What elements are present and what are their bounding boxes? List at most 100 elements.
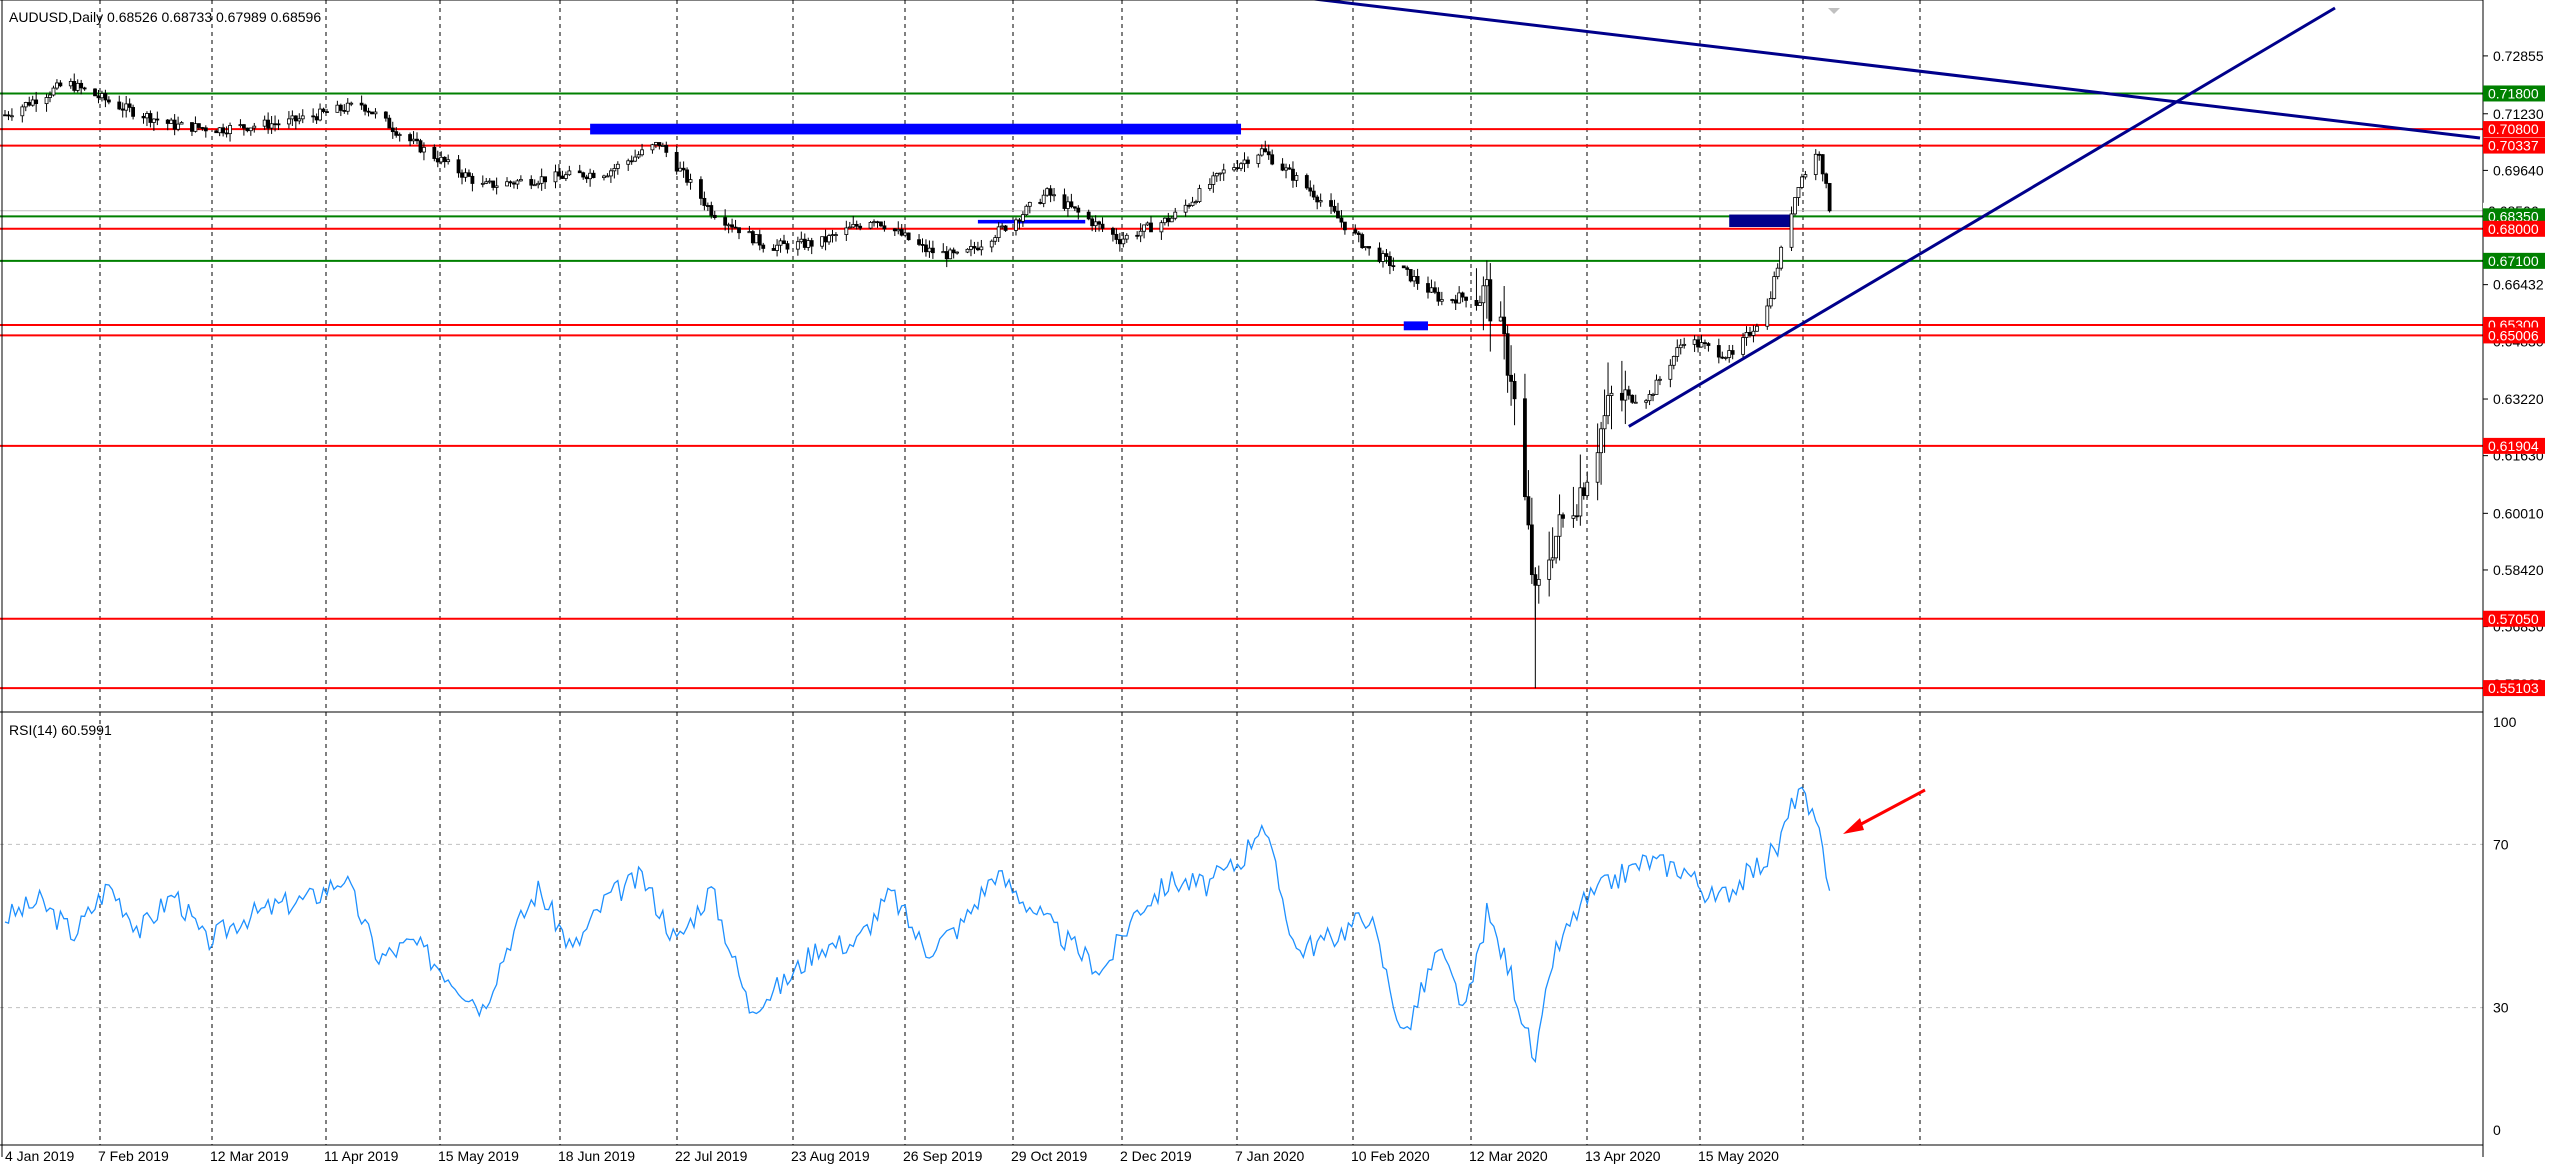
candle-body <box>1478 302 1482 306</box>
candle-body <box>432 146 437 159</box>
candle-body <box>276 123 281 126</box>
candle-body <box>584 176 589 180</box>
candle-body <box>955 251 960 254</box>
zone-rectangle[interactable] <box>590 123 1242 135</box>
candle-body <box>892 228 897 232</box>
candle-body <box>1464 296 1468 301</box>
candle-body <box>293 115 298 122</box>
candle-body <box>1526 496 1531 526</box>
candle-body <box>1630 394 1635 403</box>
candle-body <box>608 170 613 177</box>
candle-body <box>1498 316 1503 322</box>
candle-body <box>1311 190 1316 198</box>
candle-body <box>1619 392 1624 401</box>
candle-body <box>702 197 707 206</box>
candle-body <box>823 236 828 243</box>
candle-body <box>685 169 689 183</box>
candle-body <box>505 181 509 187</box>
candle-body <box>879 221 883 227</box>
zone-rectangle[interactable] <box>1729 214 1792 228</box>
candle-body <box>75 82 80 91</box>
candle-body <box>1142 224 1146 232</box>
rsi-ytick-label: 70 <box>2493 836 2509 852</box>
candle-body <box>1716 345 1721 358</box>
candle-body <box>1367 246 1372 249</box>
candle-body <box>1595 452 1600 483</box>
zone-rectangle[interactable] <box>977 219 1086 224</box>
price-ytick-label: 0.63220 <box>2493 391 2544 407</box>
candle-body <box>941 251 946 254</box>
candle-body <box>325 111 329 113</box>
candle-body <box>1748 332 1752 336</box>
candle-body <box>1124 234 1129 240</box>
rsi-header: RSI(14) 60.5991 <box>9 722 112 738</box>
candle-body <box>785 243 790 250</box>
candle-body <box>1474 299 1479 306</box>
candle-body <box>1744 332 1749 338</box>
candle-body <box>733 226 738 229</box>
zone-rectangle[interactable] <box>1403 321 1428 331</box>
level-label-box <box>2483 220 2545 237</box>
candle-body <box>484 181 489 184</box>
candle-body <box>996 226 1001 239</box>
candle-body <box>1678 344 1683 349</box>
candle-body <box>1388 256 1392 267</box>
candle-body <box>1287 167 1292 170</box>
candle-body <box>127 103 132 108</box>
candle-body <box>626 160 631 165</box>
candle-body <box>131 107 136 117</box>
candle-body <box>55 82 59 89</box>
candle-body <box>366 110 371 113</box>
candle-body <box>633 156 638 162</box>
candle-body <box>1381 253 1385 262</box>
candle-body <box>512 182 516 185</box>
candle-body <box>1232 167 1237 171</box>
candle-body <box>228 125 232 135</box>
x-tick-label: 10 Feb 2020 <box>1351 1148 1430 1164</box>
candle-body <box>1460 292 1465 298</box>
candle-body <box>1169 217 1174 223</box>
candle-body <box>975 247 980 251</box>
candle-body <box>30 99 35 106</box>
shift-marker-icon[interactable] <box>1828 8 1840 14</box>
candle-body <box>1086 211 1091 220</box>
candle-body <box>266 119 271 129</box>
x-tick-label: 7 Feb 2019 <box>98 1148 169 1164</box>
candle-body <box>660 145 665 147</box>
level-label-box <box>2483 137 2545 154</box>
candle-body <box>1003 225 1008 231</box>
candle-body <box>979 246 984 251</box>
level-label-text: 0.70800 <box>2488 121 2539 137</box>
candle-body <box>165 119 170 124</box>
candle-body <box>615 163 620 169</box>
candle-body <box>989 240 994 248</box>
price-ytick-label: 0.66432 <box>2493 277 2544 293</box>
candle-body <box>1280 163 1285 171</box>
candle-body <box>1076 207 1081 213</box>
candle-body <box>1218 172 1223 175</box>
arrow-annotation[interactable] <box>1849 788 1926 832</box>
candle-body <box>1270 154 1275 165</box>
candle-body <box>993 237 998 242</box>
candle-body <box>1796 187 1801 198</box>
candle-body <box>1668 364 1673 380</box>
candle-body <box>1408 269 1413 282</box>
candle-body <box>193 123 198 132</box>
rsi-line <box>4 786 1831 1064</box>
candle-body <box>6 114 11 117</box>
candle-body <box>390 127 395 133</box>
candle-body <box>273 123 277 126</box>
x-tick-label: 15 May 2020 <box>1698 1148 1779 1164</box>
level-label-box <box>2483 208 2545 225</box>
candle-body <box>1765 305 1770 327</box>
candle-body <box>1457 292 1462 304</box>
candle-body <box>906 232 911 241</box>
descending-trendline[interactable] <box>1300 0 2481 140</box>
candle-body <box>1481 285 1486 304</box>
arrow-annotation-head <box>1843 818 1864 834</box>
ascending-trendline[interactable] <box>1628 6 2336 428</box>
candle-body <box>1062 194 1067 209</box>
candle-body <box>1329 200 1333 207</box>
candle-body <box>456 159 461 174</box>
